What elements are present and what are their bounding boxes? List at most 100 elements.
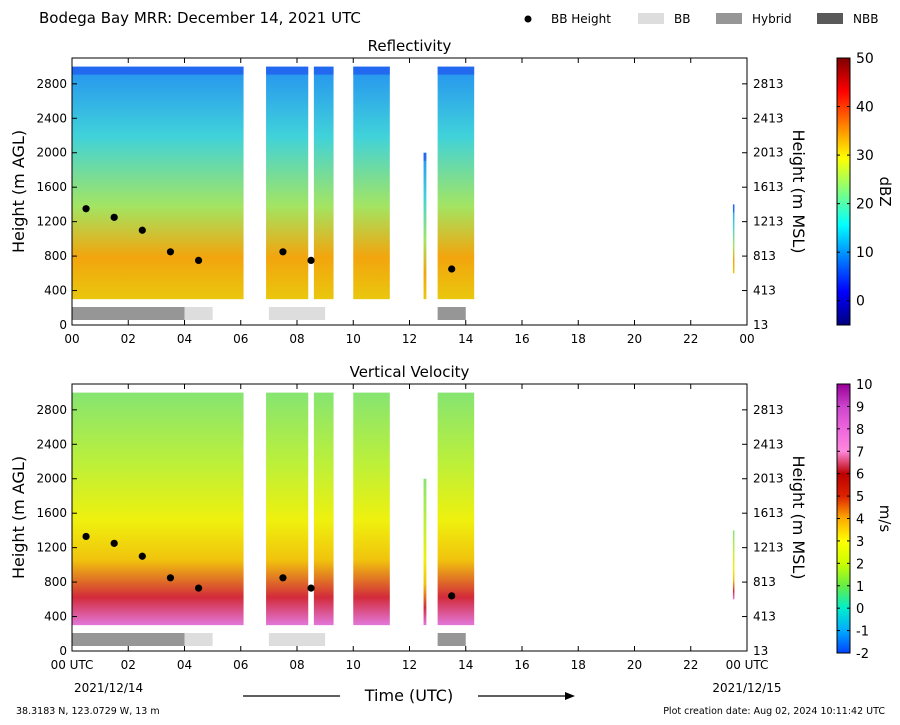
echo-region: [72, 66, 244, 300]
colorbar-tick-label: -1: [856, 625, 869, 640]
y-tick-label: 2800: [36, 403, 67, 417]
colorbar: [836, 57, 851, 326]
x-tick-label: 08: [289, 658, 304, 672]
y-axis-label: Height (m AGL): [9, 130, 28, 253]
bb-type-bar: [184, 307, 213, 320]
echo-region: [437, 392, 475, 626]
y-tick-label-right: 13: [753, 318, 768, 332]
figure-title: Bodega Bay MRR: December 14, 2021 UTC: [39, 9, 361, 27]
y-tick-label: 2400: [36, 111, 67, 125]
colorbar-tick-label: 5: [856, 490, 864, 505]
x-tick-label: 22: [683, 658, 698, 672]
bb-height-point: [448, 592, 456, 600]
y-tick-label-right: 2413: [753, 437, 784, 451]
colorbar-tick-label: 4: [856, 513, 864, 528]
echo-region: [423, 152, 427, 300]
bb-height-point: [194, 256, 203, 265]
bb-height-point: [166, 574, 175, 582]
colorbar-tick-label: 30: [856, 148, 874, 164]
legend: BB Height BB Hybrid NBB: [524, 12, 878, 26]
echo-top-edge: [266, 66, 309, 75]
echo-region: [732, 530, 735, 600]
x-tick-label: 18: [571, 332, 586, 346]
y-tick-label-right: 1213: [753, 541, 784, 555]
y-tick-label: 1200: [36, 541, 67, 555]
bb-height-point: [279, 248, 287, 256]
y-tick-label-right: 813: [753, 575, 776, 589]
y-tick-label-right: 13: [753, 644, 768, 658]
legend-swatch: [716, 13, 742, 24]
y-axis-label-right: Height (m MSL): [789, 455, 808, 579]
colorbar-tick-label: 50: [856, 51, 874, 67]
y-tick-label: 0: [59, 644, 67, 658]
y-tick-label: 2400: [36, 437, 67, 451]
legend-swatch: [817, 13, 843, 24]
x-tick-label: 22: [683, 332, 698, 346]
bb-type-bar: [72, 633, 185, 646]
y-tick-label: 1600: [36, 180, 67, 194]
x-tick-label: 02: [121, 658, 136, 672]
x-tick-label: 20: [627, 658, 642, 672]
panel-title: Reflectivity: [368, 37, 452, 55]
colorbar-tick-label: 6: [856, 468, 864, 483]
colorbar-tick-label: 7: [856, 445, 864, 460]
echo-region: [72, 392, 244, 626]
y-tick-label: 1600: [36, 506, 67, 520]
y-tick-label: 400: [44, 284, 67, 298]
x-tick-label: 20: [627, 332, 642, 346]
plot-creation-date: Plot creation date: Aug 02, 2024 10:11:4…: [663, 706, 885, 717]
echo-top-edge: [423, 152, 427, 161]
colorbar-tick-label: 1: [856, 580, 864, 595]
bb-height-point: [166, 248, 175, 256]
echo-top-edge: [732, 204, 735, 213]
end-date-label: 2021/12/15: [712, 681, 781, 695]
bb-type-bar: [437, 633, 466, 646]
x-tick-label: 10: [346, 332, 361, 346]
y-tick-label: 2000: [36, 472, 67, 486]
colorbar-label: dBZ: [876, 176, 894, 206]
legend-label: NBB: [853, 12, 878, 26]
y-tick-label-right: 1213: [753, 215, 784, 229]
bb-height-point: [194, 584, 203, 592]
echo-region: [353, 66, 390, 300]
y-tick-label-right: 2813: [753, 403, 784, 417]
colorbar-label: m/s: [876, 505, 894, 533]
y-tick-label-right: 2013: [753, 146, 784, 160]
y-tick-label-right: 2413: [753, 111, 784, 125]
bb-height-point: [307, 256, 315, 265]
x-tick-label: 00 UTC: [726, 658, 769, 672]
x-tick-label: 16: [514, 658, 529, 672]
x-tick-label: 06: [233, 332, 248, 346]
x-tick-label: 14: [458, 658, 473, 672]
echo-region: [732, 204, 735, 274]
bb-height-point: [82, 205, 90, 213]
bb-height-point: [448, 265, 456, 273]
start-date-label: 2021/12/14: [74, 681, 143, 695]
bb-height-point: [82, 532, 90, 541]
y-tick-label-right: 1613: [753, 506, 784, 520]
bb-height-point: [110, 213, 118, 221]
x-tick-label: 04: [177, 658, 192, 672]
y-tick-label-right: 2813: [753, 77, 784, 91]
x-tick-label: 12: [402, 658, 417, 672]
y-tick-label: 0: [59, 318, 67, 332]
bb-type-bar: [268, 633, 326, 646]
x-tick-label: 18: [571, 658, 586, 672]
y-tick-label: 400: [44, 610, 67, 624]
colorbar-tick-label: 10: [856, 378, 873, 393]
bb-type-bar: [184, 633, 213, 646]
x-tick-label: 14: [458, 332, 473, 346]
y-tick-label-right: 813: [753, 249, 776, 263]
colorbar-tick-label: -2: [856, 647, 869, 662]
legend-label: Hybrid: [752, 12, 792, 26]
bb-height-point: [110, 539, 118, 547]
x-tick-label: 16: [514, 332, 529, 346]
colorbar-tick-label: 20: [856, 197, 874, 213]
colorbar-tick-label: 10: [856, 245, 874, 261]
x-tick-label: 00 UTC: [51, 658, 94, 672]
colorbar-tick-label: 0: [856, 294, 865, 310]
colorbar-tick-label: 9: [856, 400, 864, 415]
